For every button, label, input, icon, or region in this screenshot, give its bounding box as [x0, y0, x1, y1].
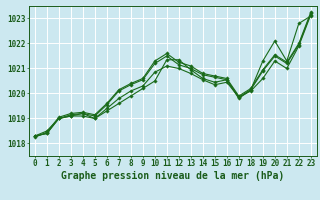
X-axis label: Graphe pression niveau de la mer (hPa): Graphe pression niveau de la mer (hPa) — [61, 171, 284, 181]
